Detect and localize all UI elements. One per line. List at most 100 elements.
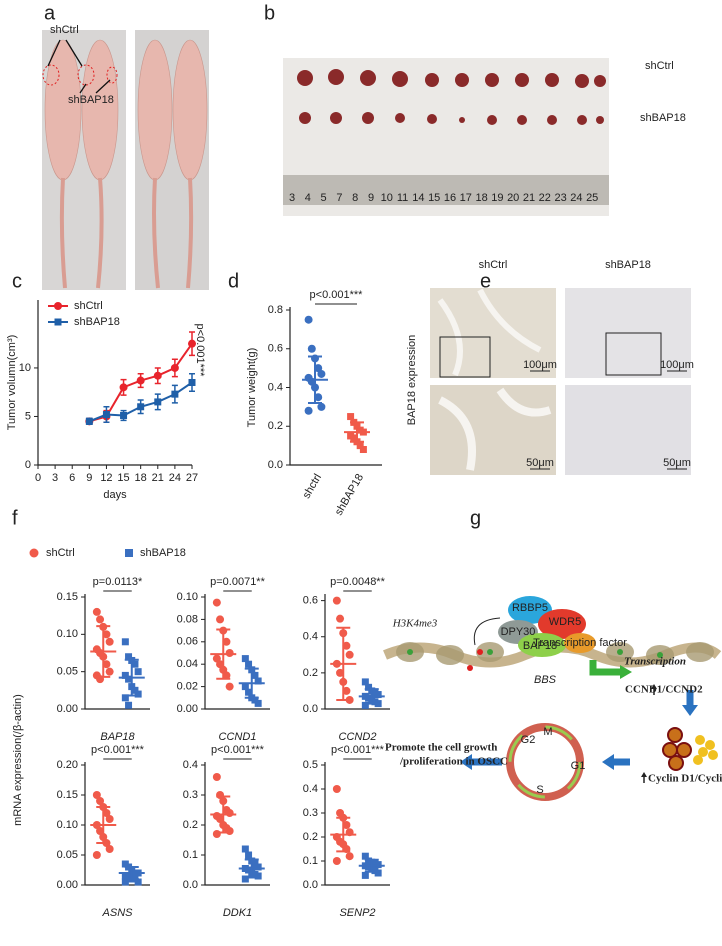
data-point — [350, 434, 358, 442]
data-point — [102, 660, 111, 669]
diagram-label: S — [536, 784, 543, 796]
data-point — [254, 872, 262, 880]
y-tick-label: 0.5 — [303, 759, 318, 771]
chart-title: DDK1 — [223, 907, 252, 919]
data-point — [251, 671, 259, 679]
diagram-label: RBBP5 — [512, 602, 548, 614]
x-tick-label: 24 — [169, 472, 181, 484]
sd-bar — [336, 816, 351, 853]
y-tick-label: 0.06 — [177, 636, 198, 648]
data-point — [356, 442, 364, 450]
data-point — [342, 821, 351, 829]
data-point — [134, 878, 142, 886]
data-point — [332, 857, 341, 865]
data-point — [121, 878, 129, 886]
annotation: p<0.001*** — [91, 744, 145, 756]
data-point — [212, 598, 221, 607]
ruler-number: 25 — [586, 192, 598, 204]
data-point — [121, 671, 129, 679]
diagram-label: Transcription factor — [533, 637, 627, 649]
y-tick-label: 0.3 — [183, 789, 198, 801]
diagram-label: G1 — [571, 760, 586, 772]
data-point — [131, 686, 139, 694]
data-point — [241, 655, 249, 663]
y-axis-label: Tumor weight(g) — [246, 348, 258, 428]
ruler-number: 5 — [321, 192, 327, 204]
ruler-number: 24 — [570, 192, 582, 204]
column-header: shBAP18 — [605, 259, 651, 271]
data-point — [170, 363, 179, 372]
sd-bar — [336, 626, 351, 701]
chart-title: CCND1 — [219, 731, 257, 743]
y-axis-label: mRNA expression(/β-actin) — [12, 694, 24, 826]
panel-label: d — [228, 270, 239, 292]
ruler — [283, 175, 609, 205]
diagram-label: BAP18 — [523, 640, 557, 652]
data-point — [222, 671, 231, 680]
legend-label: shCtrl — [74, 300, 103, 312]
y-tick-label: 0.02 — [177, 681, 198, 693]
y-axis-label: Tumor volumn(cm³) — [6, 335, 18, 431]
axes — [289, 307, 382, 466]
annotation: p<0.001*** — [211, 744, 265, 756]
legend-label: shCtrl — [46, 547, 75, 559]
ruler-number: 4 — [305, 192, 311, 204]
data-point — [361, 678, 369, 686]
diagram-label: CCND1/CCND2 — [625, 684, 703, 696]
data-point — [254, 677, 262, 685]
photo-label: shBAP18 — [68, 94, 114, 106]
data-point — [105, 815, 114, 823]
data-point — [225, 682, 234, 691]
data-point — [102, 809, 111, 817]
y-tick-label: 0.0 — [183, 879, 198, 891]
data-point — [119, 383, 128, 392]
x-tick-label: 3 — [52, 472, 58, 484]
legend-marker — [125, 549, 133, 557]
data-point — [336, 614, 345, 623]
panel-label: e — [480, 270, 491, 292]
y-tick-label: 0.20 — [57, 759, 78, 771]
chart-title: SENP2 — [339, 907, 375, 919]
data-point — [105, 845, 114, 853]
y-tick-label: 0.2 — [303, 667, 318, 679]
ruler-number: 17 — [460, 192, 472, 204]
chart-title: CCND2 — [339, 731, 377, 743]
x-tick-label: shBAP18 — [333, 472, 366, 518]
data-point — [212, 830, 221, 838]
scale-bar-label: 50μm — [526, 457, 554, 469]
axes — [204, 594, 270, 710]
diagram-label: G2 — [521, 734, 536, 746]
diagram-label: M — [543, 726, 552, 738]
data-point — [120, 412, 128, 419]
data-point — [245, 851, 253, 859]
data-point — [225, 649, 234, 657]
sd-bar — [124, 658, 139, 697]
data-point — [225, 809, 234, 817]
diagram-label: DPY30 — [501, 626, 536, 638]
mice — [44, 39, 208, 289]
x-tick-label: 0 — [35, 472, 41, 484]
y-tick-label: 0.10 — [57, 628, 78, 640]
panel-label: c — [12, 270, 22, 292]
ruler-number: 15 — [428, 192, 440, 204]
ruler-number: 9 — [368, 192, 374, 204]
legend-label: shBAP18 — [74, 316, 120, 328]
annotation: p=0.0113* — [93, 576, 143, 588]
annotation: p<0.001*** — [310, 289, 364, 301]
sd-bar — [308, 355, 322, 404]
y-tick-label: 0.05 — [57, 666, 78, 678]
data-point — [121, 694, 129, 702]
data-point — [336, 668, 345, 677]
scale-bar-label: 100μm — [523, 359, 557, 371]
data-point — [361, 852, 369, 860]
diagram-label: H3K4me3 — [392, 618, 438, 630]
data-point — [154, 398, 162, 406]
data-point — [361, 701, 369, 709]
y-tick-label: 0.6 — [268, 343, 283, 355]
y-tick-label: 0.04 — [177, 658, 198, 670]
data-point — [136, 376, 145, 385]
y-tick-label: 0.4 — [303, 631, 318, 643]
sd-bar — [244, 858, 259, 879]
data-point — [241, 683, 249, 691]
annotation: p=0.0048** — [330, 576, 385, 588]
